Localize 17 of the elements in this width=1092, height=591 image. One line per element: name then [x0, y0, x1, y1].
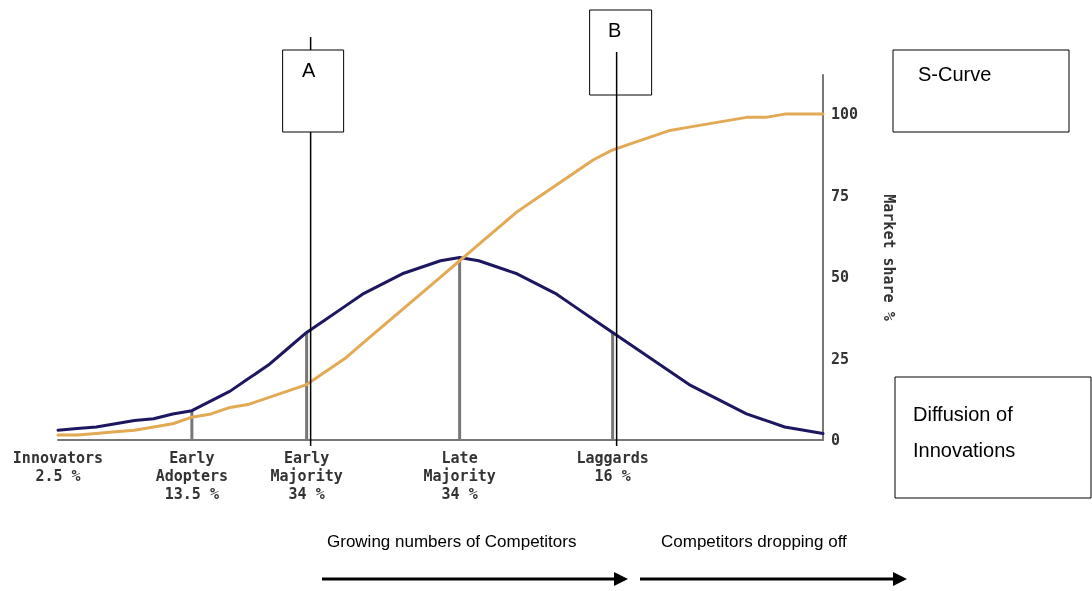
x-tick-label: Early Majority 34 %: [270, 449, 343, 503]
text: Competitors dropping off: [661, 531, 848, 551]
y-tick-label: 50: [831, 268, 850, 287]
y-tick-label: 100: [831, 105, 859, 124]
y-tick-label: 75: [831, 186, 850, 205]
y-tick-label: 25: [831, 349, 850, 368]
ref-line-label: A: [301, 59, 316, 81]
text: Growing numbers of Competitors: [327, 531, 577, 551]
x-tick-label: Laggards 16 %: [576, 449, 649, 485]
text: S-Curve: [918, 63, 992, 85]
ref-line-label: B: [607, 19, 622, 41]
x-tick-label: Innovators 2.5 %: [12, 449, 104, 485]
y-tick-label: 0: [831, 431, 841, 449]
x-tick-label: Late Majority 34 %: [423, 449, 496, 503]
y-axis-title: Market share %: [879, 194, 898, 321]
x-tick-label: Early Adopters 13.5 %: [155, 449, 228, 503]
text: Diffusion of Innovations: [913, 403, 1016, 461]
